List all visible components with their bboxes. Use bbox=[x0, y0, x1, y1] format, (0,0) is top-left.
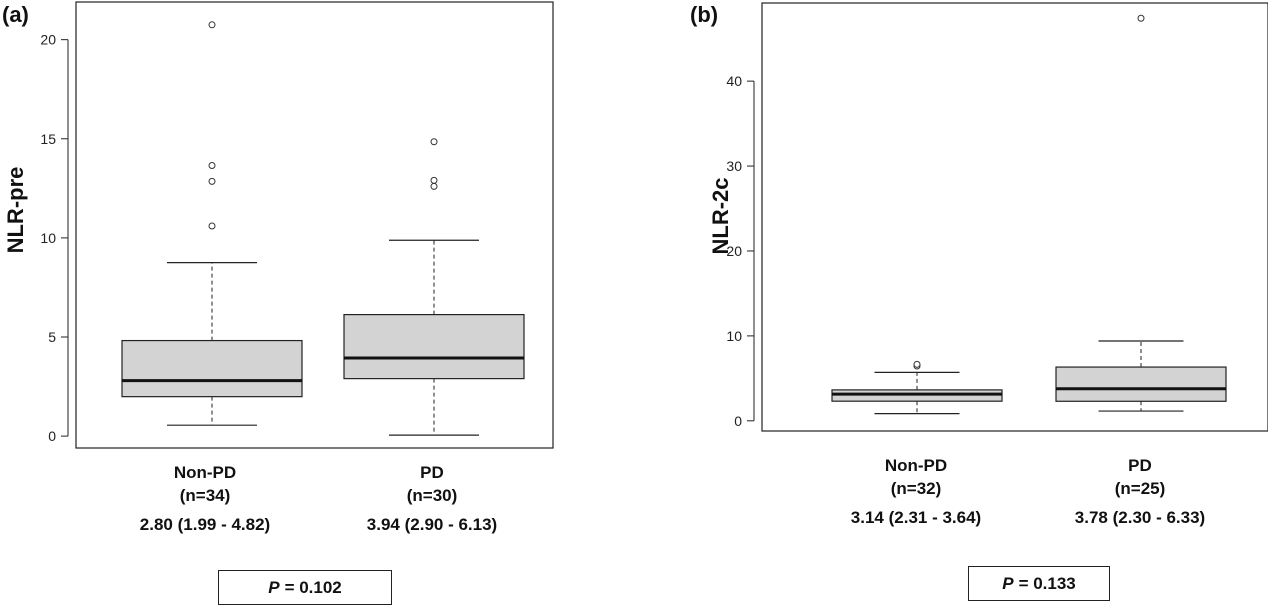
group-name: PD bbox=[1128, 456, 1152, 475]
group-n: (n=32) bbox=[890, 479, 942, 498]
panel-a-y-tick-label: 15 bbox=[40, 131, 56, 147]
panel-a-y-tick-label: 0 bbox=[48, 428, 56, 444]
panel-b-y-tick-label: 0 bbox=[734, 413, 742, 429]
panel-a-group-pd-label: PD (n=30) 3.94 (2.90 - 6.13) bbox=[367, 461, 497, 536]
panel-a-letter: (a) bbox=[2, 2, 29, 27]
panel-b-plot-frame bbox=[761, 2, 1268, 432]
panel-b-pd-outlier-point bbox=[1137, 14, 1145, 22]
panel-b-y-tick-label: 20 bbox=[726, 243, 742, 259]
panel-b-group-nonpd-label: Non-PD (n=32) 3.14 (2.31 - 3.64) bbox=[851, 454, 981, 529]
p-symbol: P bbox=[1002, 573, 1014, 593]
panel-a-pd-box bbox=[343, 313, 525, 380]
panel-b-nonpd-outlier-point bbox=[913, 360, 921, 368]
panel-a-nonpd-outlier-point bbox=[208, 222, 216, 230]
panel-a-y-tick-label: 10 bbox=[40, 230, 56, 246]
panel-a-nonpd-outlier-point bbox=[208, 162, 216, 170]
panel-b-y-tick-label: 30 bbox=[726, 158, 742, 174]
panel-a-nonpd-box bbox=[121, 339, 303, 398]
group-n: (n=34) bbox=[179, 486, 231, 505]
panel-a-y-tick-label: 20 bbox=[40, 32, 56, 48]
panel-a-y-tick-label: 5 bbox=[48, 329, 56, 345]
panel-a-nonpd-outlier-point bbox=[208, 21, 216, 29]
panel-b-group-pd-label: PD (n=25) 3.78 (2.30 - 6.33) bbox=[1075, 454, 1205, 529]
panel-a-pd-outlier-point bbox=[430, 182, 438, 190]
group-name: Non-PD bbox=[173, 463, 237, 482]
group-median-iqr: 3.94 (2.90 - 6.13) bbox=[366, 515, 498, 534]
panel-b-y-tick-label: 10 bbox=[726, 328, 742, 344]
p-value: = 0.133 bbox=[1018, 573, 1076, 593]
panel-b-letter: (b) bbox=[690, 2, 719, 27]
panel-a-p-value-box: P = 0.102 bbox=[218, 570, 392, 605]
group-n: (n=30) bbox=[406, 486, 458, 505]
group-name: PD bbox=[420, 463, 444, 482]
p-symbol: P bbox=[268, 577, 280, 597]
group-median-iqr: 2.80 (1.99 - 4.82) bbox=[139, 515, 271, 534]
group-median-iqr: 3.78 (2.30 - 6.33) bbox=[1074, 508, 1206, 527]
group-name: Non-PD bbox=[884, 456, 948, 475]
panel-b-pd-box bbox=[1055, 366, 1227, 402]
panel-a-nonpd-outlier-point bbox=[208, 177, 216, 185]
panel-b-p-value-box: P = 0.133 bbox=[968, 566, 1110, 601]
p-value: = 0.102 bbox=[284, 577, 342, 597]
panel-a-pd-outlier-point bbox=[430, 176, 438, 184]
panel-a-plot-frame bbox=[75, 1, 554, 449]
group-n: (n=25) bbox=[1114, 479, 1166, 498]
group-median-iqr: 3.14 (2.31 - 3.64) bbox=[850, 508, 982, 527]
panel-a-pd-outlier-point bbox=[430, 138, 438, 146]
panel-b-y-tick-label: 40 bbox=[726, 73, 742, 89]
panel-a-group-nonpd-label: Non-PD (n=34) 2.80 (1.99 - 4.82) bbox=[140, 461, 270, 536]
